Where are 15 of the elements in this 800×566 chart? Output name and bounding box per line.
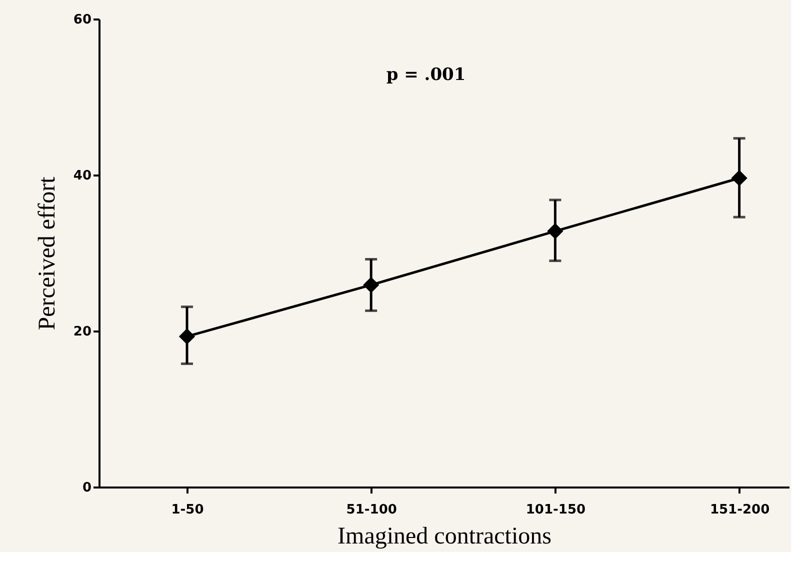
- x-tick-label: 1-50: [171, 502, 204, 518]
- point: [731, 170, 748, 186]
- annotation: p = .001: [386, 65, 466, 85]
- x-tick-label: 151-200: [710, 502, 770, 518]
- y-tick-label: 20: [73, 324, 92, 340]
- y-tick-label: 40: [73, 168, 92, 184]
- point: [547, 223, 564, 240]
- x-tick-label: 101-150: [526, 502, 586, 518]
- y-axis-title: Perceived effort: [34, 176, 60, 330]
- y-tick-label: 0: [82, 480, 92, 496]
- x-tick-label: 51-100: [346, 502, 397, 518]
- point: [178, 328, 196, 345]
- point: [363, 276, 380, 294]
- x-axis-title: Imagined contractions: [338, 524, 552, 550]
- y-tick-label: 60: [73, 12, 92, 28]
